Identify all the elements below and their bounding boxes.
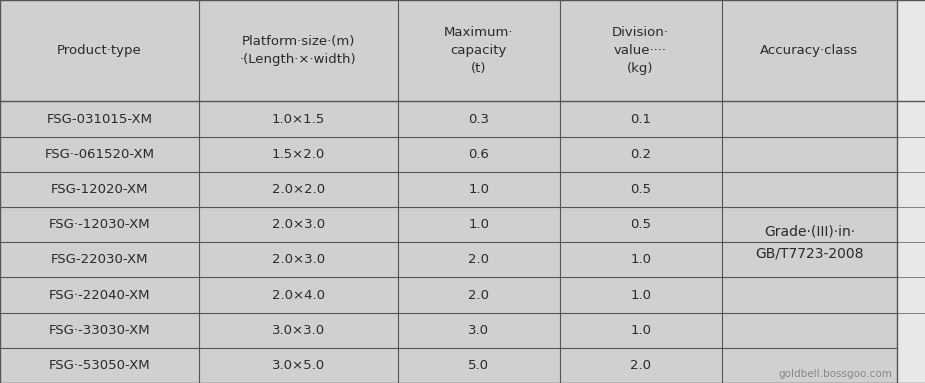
Text: FSG-031015-XM: FSG-031015-XM <box>46 113 153 126</box>
Text: 2.0×3.0: 2.0×3.0 <box>272 218 325 231</box>
Text: 3.0×5.0: 3.0×5.0 <box>272 359 325 372</box>
Text: 0.6: 0.6 <box>468 148 489 161</box>
Text: FSG·-061520-XM: FSG·-061520-XM <box>44 148 154 161</box>
Text: 0.2: 0.2 <box>630 148 651 161</box>
Text: 2.0: 2.0 <box>630 359 651 372</box>
Text: 0.5: 0.5 <box>630 218 651 231</box>
Bar <box>897 348 925 383</box>
Text: Product·type: Product·type <box>57 44 142 57</box>
Text: 0.3: 0.3 <box>468 113 489 126</box>
Bar <box>897 207 925 242</box>
Text: Accuracy·class: Accuracy·class <box>760 44 858 57</box>
Text: FSG·-53050-XM: FSG·-53050-XM <box>49 359 150 372</box>
Text: 2.0×3.0: 2.0×3.0 <box>272 253 325 266</box>
Text: FSG-22030-XM: FSG-22030-XM <box>51 253 148 266</box>
Text: FSG·-12030-XM: FSG·-12030-XM <box>49 218 150 231</box>
Text: goldbell.bossgoo.com: goldbell.bossgoo.com <box>779 369 893 379</box>
Text: 2.0×4.0: 2.0×4.0 <box>272 288 325 301</box>
Text: 1.0×1.5: 1.0×1.5 <box>272 113 325 126</box>
Text: 1.0: 1.0 <box>630 288 651 301</box>
Text: FSG·-33030-XM: FSG·-33030-XM <box>49 324 150 337</box>
Text: 2.0×2.0: 2.0×2.0 <box>272 183 325 196</box>
Text: 1.0: 1.0 <box>468 183 489 196</box>
Text: 5.0: 5.0 <box>468 359 489 372</box>
Text: 1.0: 1.0 <box>630 324 651 337</box>
Text: FSG·-22040-XM: FSG·-22040-XM <box>49 288 150 301</box>
Text: Grade·(III)·in·
GB/T7723-2008: Grade·(III)·in· GB/T7723-2008 <box>755 224 864 260</box>
Text: FSG-12020-XM: FSG-12020-XM <box>51 183 148 196</box>
Text: 0.1: 0.1 <box>630 113 651 126</box>
Bar <box>897 277 925 313</box>
Bar <box>897 172 925 207</box>
Text: 1.0: 1.0 <box>630 253 651 266</box>
Text: Maximum·
capacity
(t): Maximum· capacity (t) <box>444 26 513 75</box>
Text: Platform·size·(m)
·(Length·×·width): Platform·size·(m) ·(Length·×·width) <box>240 35 357 66</box>
Text: Division·
value····
(kg): Division· value···· (kg) <box>612 26 669 75</box>
Text: 3.0×3.0: 3.0×3.0 <box>272 324 325 337</box>
Bar <box>897 313 925 348</box>
Text: 0.5: 0.5 <box>630 183 651 196</box>
Text: 3.0: 3.0 <box>468 324 489 337</box>
Bar <box>897 0 925 101</box>
Bar <box>897 137 925 172</box>
Text: 1.0: 1.0 <box>468 218 489 231</box>
Text: 2.0: 2.0 <box>468 253 489 266</box>
Text: 1.5×2.0: 1.5×2.0 <box>272 148 325 161</box>
Text: 2.0: 2.0 <box>468 288 489 301</box>
Bar <box>897 242 925 277</box>
Bar <box>897 101 925 137</box>
